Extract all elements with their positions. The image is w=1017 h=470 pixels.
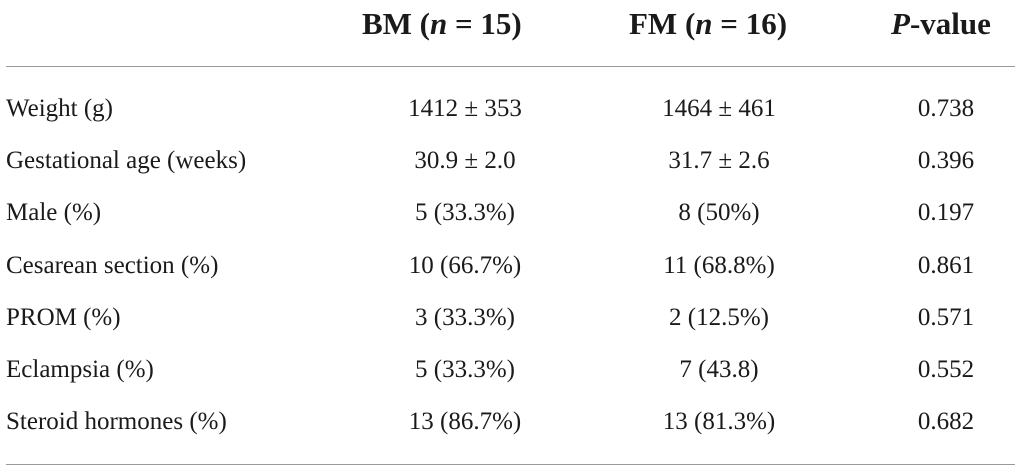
header-p-value: P-value — [891, 4, 991, 44]
table-row: Steroid hormones (%) 13 (86.7%) 13 (81.3… — [0, 396, 1017, 448]
header-p-rest: -value — [909, 6, 991, 41]
row-label: PROM (%) — [6, 304, 121, 331]
table-row: Cesarean section (%) 10 (66.7%) 11 (68.8… — [0, 240, 1017, 292]
bm-value: 13 (86.7%) — [408, 408, 522, 435]
fm-value: 11 (68.8%) — [663, 252, 775, 279]
bm-value: 1412 ± 353 — [408, 95, 522, 122]
header-fm-n: n — [695, 6, 713, 41]
fm-value: 2 (12.5%) — [669, 304, 769, 331]
fm-value: 7 (43.8) — [679, 356, 759, 383]
fm-value: 13 (81.3%) — [662, 408, 776, 435]
fm-value: 31.7 ± 2.6 — [668, 147, 770, 174]
bm-value: 5 (33.3%) — [415, 356, 515, 383]
p-value: 0.571 — [917, 304, 975, 331]
p-value: 0.197 — [917, 199, 975, 226]
p-value: 0.396 — [917, 147, 975, 174]
row-label: Eclampsia (%) — [6, 356, 154, 383]
header-fm-group: FM (n = 16) — [629, 4, 787, 44]
fm-value: 8 (50%) — [678, 199, 760, 226]
row-label: Gestational age (weeks) — [6, 147, 247, 174]
header-bm-prefix: BM ( — [362, 6, 431, 41]
row-label: Steroid hormones (%) — [6, 408, 227, 435]
header-divider — [6, 66, 1015, 67]
bm-value: 10 (66.7%) — [408, 252, 522, 279]
p-value: 0.552 — [917, 356, 975, 383]
row-label: Weight (g) — [6, 95, 113, 122]
table-row: Male (%) 5 (33.3%) 8 (50%) 0.197 — [0, 187, 1017, 239]
header-bm-n: n — [430, 6, 448, 41]
p-value: 0.861 — [917, 252, 975, 279]
table-header: BM (n = 15) FM (n = 16) P-value — [0, 0, 1017, 66]
bm-value: 3 (33.3%) — [415, 304, 515, 331]
header-p-italic: P — [891, 6, 910, 41]
p-value: 0.738 — [917, 95, 975, 122]
table-row: Eclampsia (%) 5 (33.3%) 7 (43.8) 0.552 — [0, 344, 1017, 396]
header-bm-group: BM (n = 15) — [362, 4, 522, 44]
bm-value: 30.9 ± 2.0 — [414, 147, 516, 174]
row-label: Male (%) — [6, 199, 102, 226]
header-bm-suffix: = 15) — [447, 6, 522, 41]
table-row: PROM (%) 3 (33.3%) 2 (12.5%) 0.571 — [0, 292, 1017, 344]
p-value: 0.682 — [917, 408, 975, 435]
header-fm-prefix: FM ( — [629, 6, 696, 41]
bm-value: 5 (33.3%) — [415, 199, 515, 226]
table-row: Weight (g) 1412 ± 353 1464 ± 461 0.738 — [0, 83, 1017, 135]
table-row: Gestational age (weeks) 30.9 ± 2.0 31.7 … — [0, 135, 1017, 187]
fm-value: 1464 ± 461 — [662, 95, 776, 122]
table-bottom-rule — [6, 464, 1015, 465]
header-fm-suffix: = 16) — [712, 6, 788, 41]
row-label: Cesarean section (%) — [6, 252, 219, 279]
